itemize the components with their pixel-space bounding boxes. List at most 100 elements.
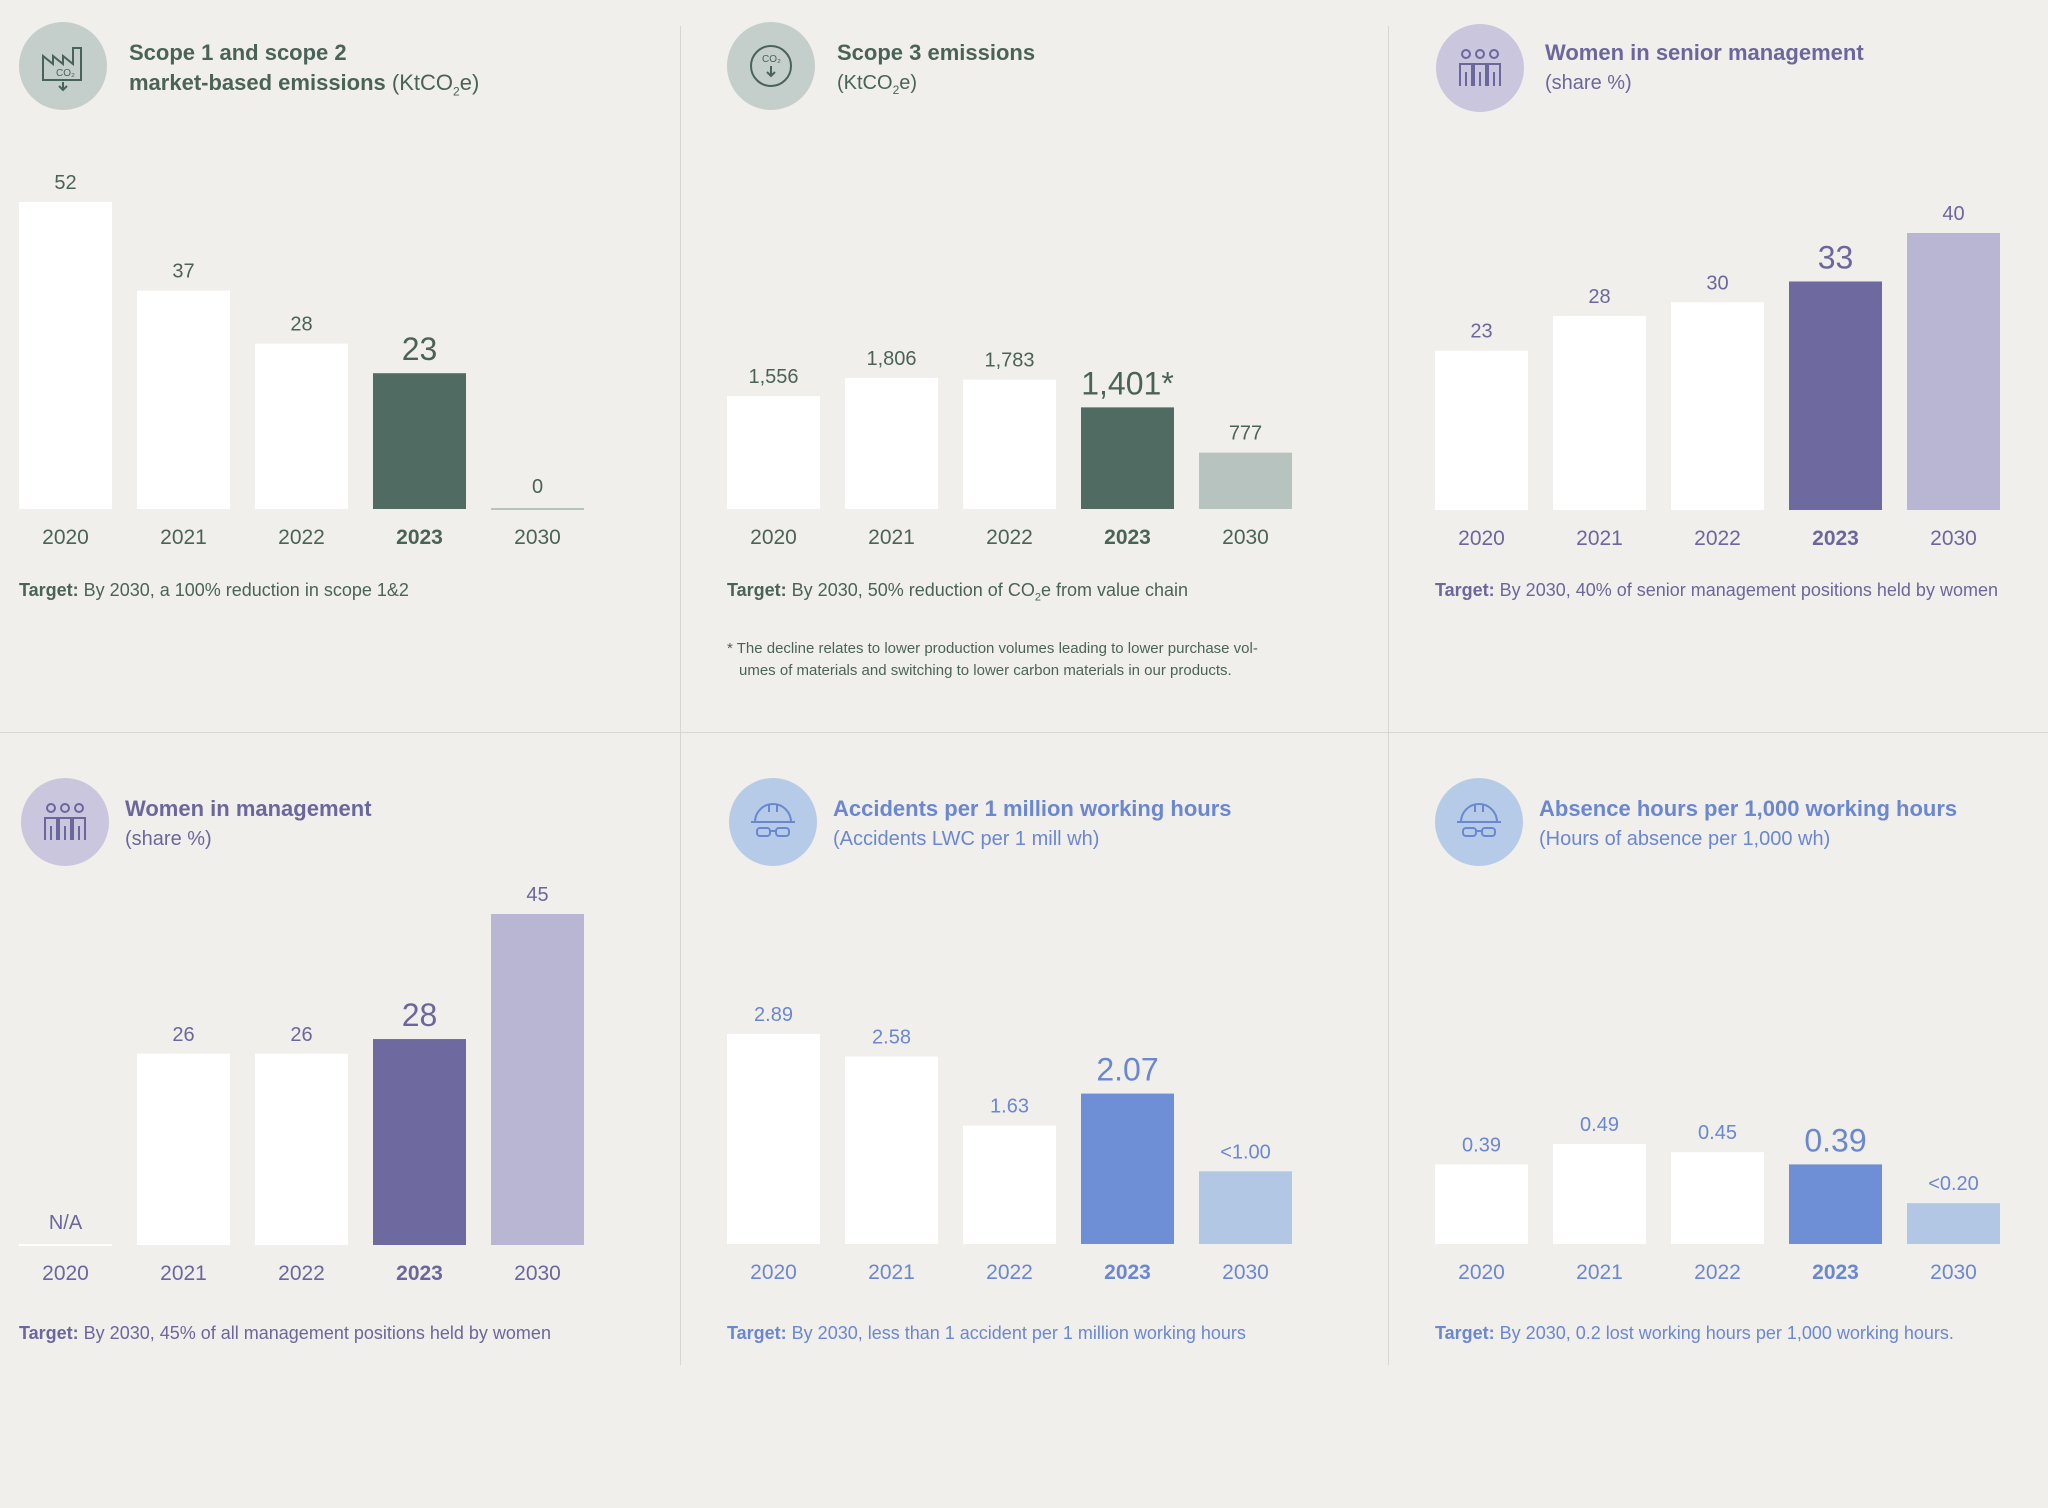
category-label-2023: 2023 [1812,527,1859,550]
value-label-2030: 0 [532,476,543,498]
category-label-2023: 2023 [396,526,443,549]
chart-title-block: Women in management (share %) [125,794,685,854]
bar-2021 [1553,1144,1646,1244]
category-label-2023: 2023 [1104,526,1151,549]
target-text: Target: By 2030, less than 1 accident pe… [727,1323,1246,1343]
value-label-2023: 28 [402,997,438,1033]
chart-title-line-2: market-based emissions (KtCO2e) [129,70,480,99]
value-label-2030: 40 [1942,203,1964,225]
bar-chart: 23 2020 28 2021 30 2022 33 2023 40 2030 [1435,203,2000,550]
bar-2020-baseline [19,1244,112,1246]
chart-title: Absence hours per 1,000 working hours [1539,796,1958,821]
value-label-2020: 1,556 [748,366,798,388]
bar-2021 [137,1053,230,1245]
value-label-2023: 33 [1818,239,1854,275]
category-label-2020: 2020 [1458,527,1505,550]
value-label-2022: 30 [1706,272,1728,294]
value-label-2030: 45 [526,884,548,906]
value-label-2022: 1.63 [990,1096,1029,1118]
value-label-2023: 2.07 [1096,1052,1158,1088]
category-label-2020: 2020 [42,1262,89,1285]
bar-chart: N/A 2020 26 2021 26 2022 28 2023 45 2030 [19,884,584,1285]
category-label-2022: 2022 [986,1261,1033,1284]
category-label-2023: 2023 [396,1262,443,1285]
bar-2022 [963,379,1056,509]
co2-factory-icon: CO₂ [19,22,107,110]
bar-2021 [845,1056,938,1244]
chart-title: Scope 3 emissions [837,40,1036,65]
target-text: Target: By 2030, 0.2 lost working hours … [1435,1323,1954,1343]
chart-title: Women in senior management [1545,40,1864,65]
bar-chart: 2.89 2020 2.58 2021 1.63 2022 2.07 2023 <1.00 203… [727,1004,1292,1284]
footnote: * The decline relates to lower productio… [727,640,1258,679]
chart-title: Accidents per 1 million working hours [833,796,1232,821]
chart-title-block: Accidents per 1 million working hours (A… [833,794,1393,854]
category-label-2030: 2030 [1222,1261,1269,1284]
category-label-2022: 2022 [1694,527,1741,550]
chart-title: Scope 1 and scope 2 [129,40,347,65]
value-label-2022: 1,783 [984,350,1034,372]
value-label-2020: 23 [1470,321,1492,343]
divider-vertical-2 [1388,26,1389,1365]
category-label-2021: 2021 [160,1262,207,1285]
bar-2023 [1081,1093,1174,1244]
bar-2030 [1907,233,2000,510]
category-label-2021: 2021 [160,526,207,549]
bar-2023 [373,1039,466,1245]
value-label-2021: 0.49 [1580,1114,1619,1136]
category-label-2030: 2030 [514,1262,561,1285]
bar-2030 [1907,1203,2000,1244]
value-label-2022: 28 [290,314,312,336]
bar-2020 [19,202,112,509]
category-label-2022: 2022 [986,526,1033,549]
co2-cycle-icon: CO₂ [727,22,815,110]
chart-title: Women in management [125,796,372,821]
value-label-2030: <1.00 [1220,1141,1271,1163]
bar-chart: 52 2020 37 2021 28 2022 23 2023 0 2030 [19,172,584,549]
target-text: Target: By 2030, 50% reduction of CO2e f… [727,580,1189,604]
category-label-2022: 2022 [278,1262,325,1285]
value-label-2021: 2.58 [872,1027,911,1049]
category-label-2022: 2022 [1694,1261,1741,1284]
category-label-2030: 2030 [1930,527,1977,550]
chart-title-block: Scope 3 emissions (KtCO2e) [837,38,1397,105]
category-label-2021: 2021 [868,1261,915,1284]
category-label-2020: 2020 [1458,1261,1505,1284]
panel-accidents: Accidents per 1 million working hours (A… [727,778,1427,1508]
chart-title-block: Absence hours per 1,000 working hours (H… [1539,794,2048,854]
value-label-2020: 0.39 [1462,1134,1501,1156]
category-label-2020: 2020 [750,526,797,549]
svg-text:CO₂: CO₂ [56,68,75,79]
value-label-2023: 0.39 [1804,1122,1866,1158]
category-label-2022: 2022 [278,526,325,549]
people-group-icon [1436,24,1524,112]
target-text: Target: By 2030, 45% of all management p… [19,1323,551,1343]
value-label-2021: 37 [172,261,194,283]
bar-2022 [1671,1152,1764,1244]
value-label-2023: 23 [402,331,438,367]
chart-title-block: Scope 1 and scope 2 market-based emissio… [129,38,689,106]
bar-2021 [845,378,938,509]
svg-text:CO₂: CO₂ [762,54,781,65]
value-label-2023: 1,401* [1081,365,1174,401]
bar-2030 [491,914,584,1245]
value-label-2022: 0.45 [1698,1122,1737,1144]
category-label-2030: 2030 [1222,526,1269,549]
value-label-2030: 777 [1229,423,1262,445]
chart-subtitle: (share %) [125,828,212,850]
value-label-2021: 26 [172,1024,194,1046]
chart-title-block: Women in senior management (share %) [1545,38,2048,98]
category-label-2021: 2021 [1576,527,1623,550]
bar-2030 [1199,1171,1292,1244]
bar-2022 [1671,302,1764,510]
bar-2022 [963,1125,1056,1244]
bar-2021 [1553,316,1646,510]
value-label-2030: <0.20 [1928,1173,1979,1195]
panel-women-management: Women in management (share %) N/A 2020 26 2… [19,778,719,1508]
bar-chart: 1,556 2020 1,806 2021 1,783 2022 1,401* 2023 777… [727,348,1292,549]
category-label-2023: 2023 [1812,1261,1859,1284]
value-label-2020: 52 [54,172,76,194]
panel-women-senior-management: Women in senior management (share %) 23 2… [1435,22,2048,752]
divider-horizontal [0,732,2048,733]
safety-helmet-icon [729,778,817,866]
